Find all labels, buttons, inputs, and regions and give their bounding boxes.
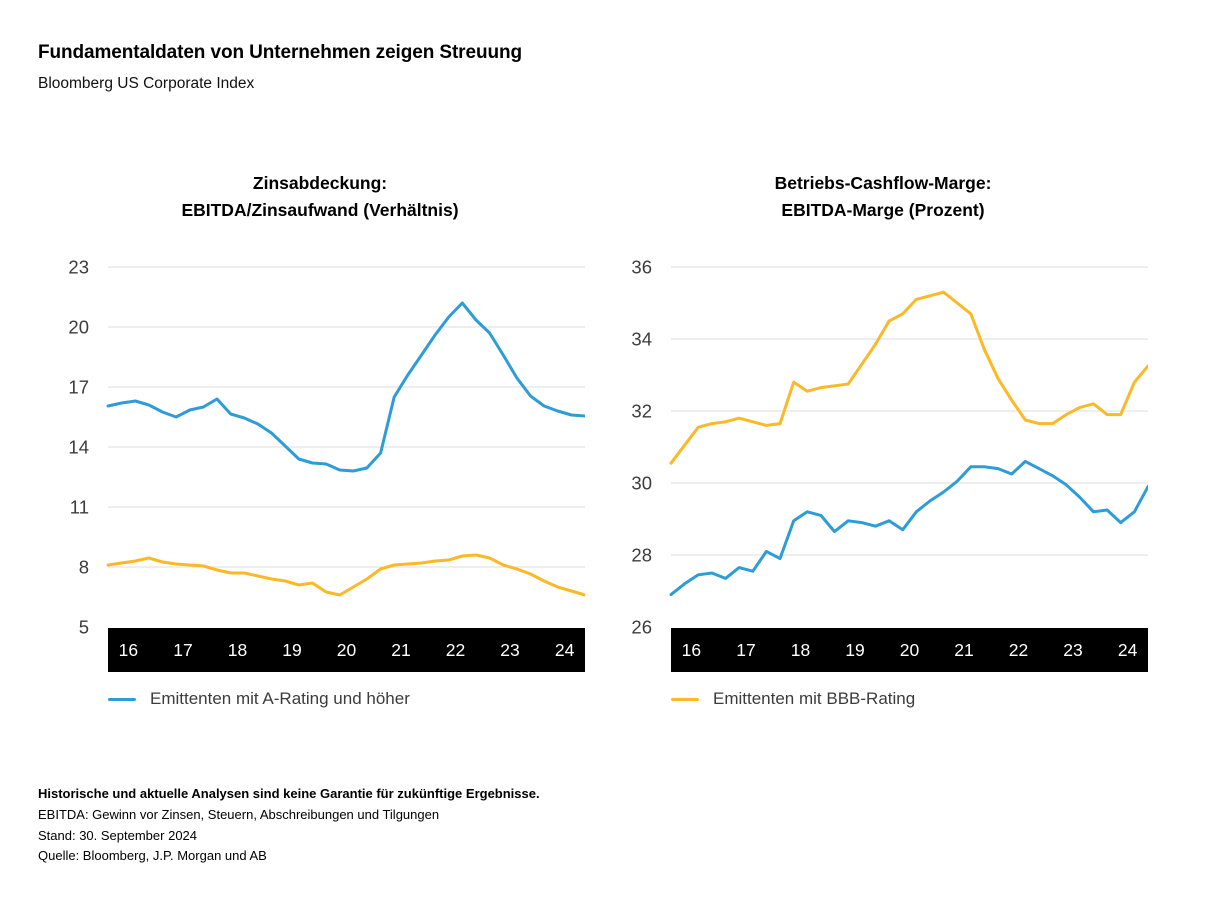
- chart-cashflow-marge: Betriebs-Cashflow-Marge: EBITDA-Marge (P…: [618, 170, 1148, 709]
- chart-title-left: Zinsabdeckung: EBITDA/Zinsaufwand (Verhä…: [55, 170, 585, 224]
- x-tick-label: 23: [500, 640, 519, 660]
- x-axis-band: [108, 628, 585, 672]
- chart-title-right: Betriebs-Cashflow-Marge: EBITDA-Marge (P…: [618, 170, 1148, 224]
- chart-title-left-line1: Zinsabdeckung:: [252, 173, 388, 193]
- x-tick-label: 19: [282, 640, 301, 660]
- y-tick-label: 11: [70, 497, 89, 518]
- x-tick-label: 21: [391, 640, 410, 660]
- y-tick-label: 32: [631, 401, 652, 422]
- footnote-source: Quelle: Bloomberg, J.P. Morgan und AB: [38, 848, 267, 864]
- x-axis-band: [671, 628, 1148, 672]
- x-tick-label: 18: [228, 640, 247, 660]
- y-tick-label: 14: [68, 437, 89, 458]
- footnotes: Historische und aktuelle Analysen sind k…: [38, 784, 540, 867]
- x-tick-label: 22: [1009, 640, 1028, 660]
- y-tick-label: 34: [631, 329, 652, 350]
- y-tick-label: 17: [68, 377, 89, 398]
- x-tick-label: 24: [1118, 640, 1138, 660]
- x-tick-label: 19: [845, 640, 864, 660]
- footnote-disclaimer: Historische und aktuelle Analysen sind k…: [38, 786, 540, 801]
- x-tick-label: 18: [791, 640, 810, 660]
- legend-left-label: Emittenten mit A-Rating und höher: [150, 689, 410, 708]
- y-tick-label: 30: [631, 473, 652, 494]
- legend-left: Emittenten mit A-Rating und höher: [55, 689, 585, 709]
- y-tick-label: 20: [68, 317, 89, 338]
- series-line-a-rating: [669, 459, 1148, 597]
- figure-title: Fundamentaldaten von Unternehmen zeigen …: [38, 42, 522, 63]
- x-tick-label: 16: [682, 640, 701, 660]
- y-tick-label: 26: [631, 617, 652, 638]
- x-tick-label: 17: [173, 640, 192, 660]
- x-tick-label: 17: [736, 640, 755, 660]
- series-line-a-rating: [106, 301, 585, 473]
- legend-right-label: Emittenten mit BBB-Rating: [713, 689, 916, 708]
- x-tick-label: 22: [446, 640, 465, 660]
- chart-title-left-line2: EBITDA/Zinsaufwand (Verhältnis): [181, 200, 459, 220]
- x-tick-label: 24: [555, 640, 575, 660]
- series-line-bbb-rating: [669, 290, 1148, 465]
- y-tick-label: 5: [79, 617, 89, 638]
- a-rating-line-swatch: [108, 697, 136, 701]
- cashflow-marge-plot: 36 34 32 30 28 26 16 17 18 19 20 21 22 23 24: [631, 257, 1148, 672]
- footnote-as-of-date: Stand: 30. September 2024: [38, 827, 198, 843]
- y-tick-label: 8: [79, 557, 89, 578]
- chart-title-right-line1: Betriebs-Cashflow-Marge:: [774, 173, 992, 193]
- x-tick-label: 20: [337, 640, 357, 660]
- chart-zinsabdeckung: Zinsabdeckung: EBITDA/Zinsaufwand (Verhä…: [55, 170, 585, 709]
- footnote-ebitda-definition: EBITDA: Gewinn vor Zinsen, Steuern, Absc…: [38, 806, 440, 822]
- x-tick-label: 21: [954, 640, 973, 660]
- x-tick-label: 20: [900, 640, 920, 660]
- zinsabdeckung-plot: 23 20 17 14 11 8 5 16 17 18 19 20 21 22 23 24: [68, 257, 585, 672]
- figure-subtitle: Bloomberg US Corporate Index: [38, 75, 255, 92]
- x-tick-label: 16: [119, 640, 138, 660]
- bbb-rating-line-swatch: [671, 697, 699, 701]
- y-tick-label: 23: [68, 257, 89, 278]
- chart-title-right-line2: EBITDA-Marge (Prozent): [781, 200, 985, 220]
- y-tick-label: 28: [631, 545, 652, 566]
- y-tick-label: 36: [631, 257, 652, 278]
- x-tick-label: 23: [1063, 640, 1082, 660]
- legend-right: Emittenten mit BBB-Rating: [618, 689, 1148, 709]
- series-line-bbb-rating: [106, 553, 585, 597]
